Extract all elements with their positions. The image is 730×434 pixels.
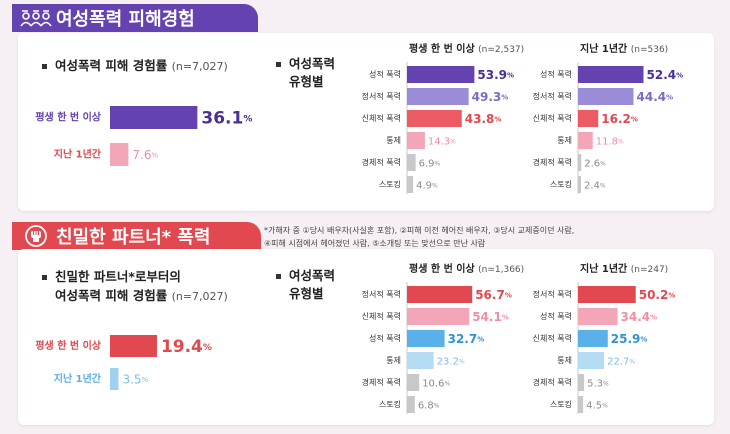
people-icon xyxy=(20,7,52,29)
fist-icon xyxy=(20,225,52,247)
footnote-line1: *가해자 중 ①당시 배우자(사실혼 포함), ②피해 이전 헤어진 배우자, … xyxy=(264,226,575,235)
section1-tab: 여성폭력 피해경험 xyxy=(12,4,258,32)
overall-heading-2: 친밀한 파트너*로부터의 여성폭력 피해 경험률 (n=7,027) xyxy=(42,267,228,306)
types-heading-1: 여성폭력 유형별 xyxy=(276,55,335,91)
section2-tab: 친밀한 파트너* 폭력 xyxy=(12,222,261,250)
section2-title: 친밀한 파트너* 폭력 xyxy=(56,227,211,248)
types-heading-2: 여성폭력 유형별 xyxy=(276,267,335,303)
footnote-line2: ④피해 시점에서 헤어졌던 사람, ⑤소개팅 또는 맞선으로 만난 사람 xyxy=(264,239,486,248)
section1-title: 여성폭력 피해경험 xyxy=(56,9,195,30)
overall-heading-1: 여성폭력 피해 경험률 (n=7,027) xyxy=(42,55,228,74)
